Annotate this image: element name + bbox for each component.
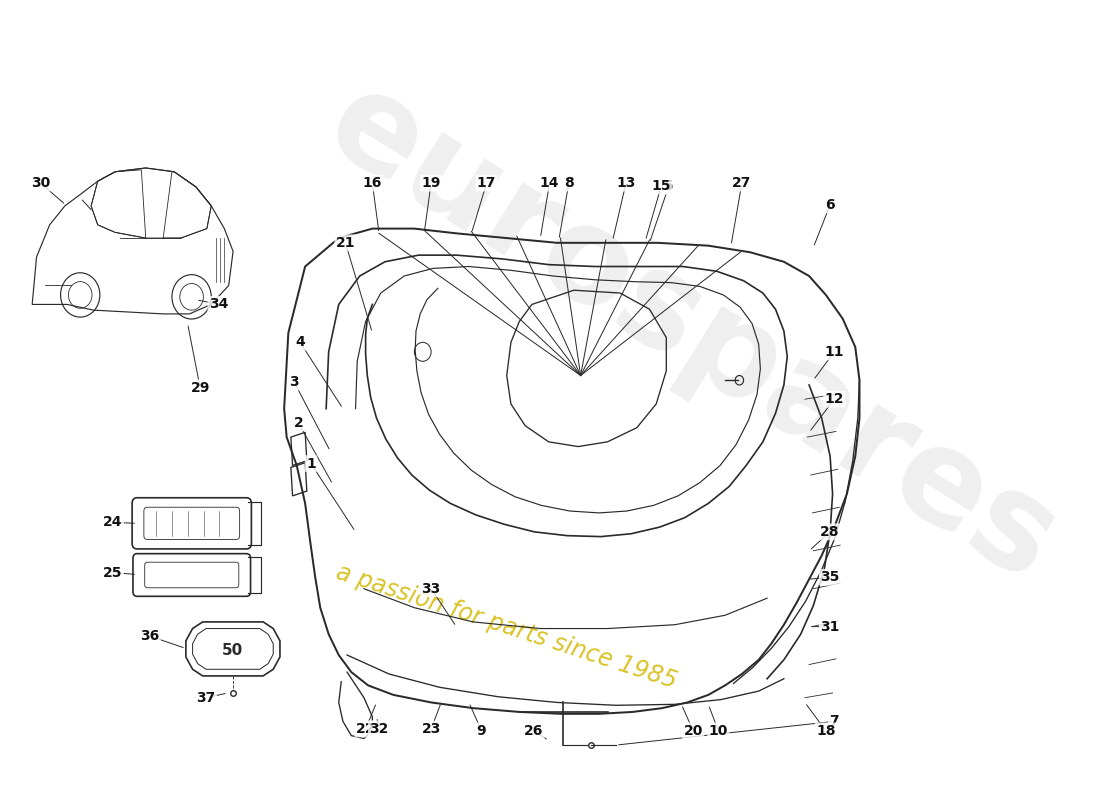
Text: 28: 28: [821, 525, 839, 539]
Text: 5: 5: [664, 179, 673, 193]
Text: 2: 2: [294, 416, 304, 430]
Text: 33: 33: [421, 582, 441, 596]
Text: 8: 8: [564, 176, 574, 190]
Text: 13: 13: [616, 176, 636, 190]
Text: 31: 31: [821, 620, 839, 634]
Text: 35: 35: [821, 570, 839, 584]
Text: 34: 34: [209, 298, 229, 311]
Text: 37: 37: [197, 690, 216, 705]
Text: 12: 12: [825, 392, 844, 406]
Text: 24: 24: [103, 515, 122, 530]
Text: 32: 32: [370, 722, 388, 736]
Text: 17: 17: [477, 176, 496, 190]
Text: 20: 20: [683, 724, 703, 738]
Text: 26: 26: [524, 724, 543, 738]
Text: 29: 29: [190, 381, 210, 395]
Text: 27: 27: [733, 176, 751, 190]
Text: eurospares: eurospares: [304, 58, 1079, 608]
Text: 4: 4: [295, 335, 305, 350]
Text: 10: 10: [708, 724, 728, 738]
Text: 36: 36: [140, 629, 159, 643]
Text: 1: 1: [306, 457, 316, 470]
Text: 19: 19: [421, 176, 441, 190]
Text: 18: 18: [816, 724, 836, 738]
Text: 15: 15: [651, 179, 671, 193]
Text: 7: 7: [829, 714, 839, 729]
Text: 9: 9: [476, 724, 486, 738]
Text: 30: 30: [31, 176, 51, 190]
Text: 3: 3: [289, 375, 299, 389]
Text: 6: 6: [825, 198, 835, 212]
Text: 50: 50: [222, 643, 243, 658]
Text: 14: 14: [540, 176, 559, 190]
Text: 23: 23: [421, 722, 441, 736]
Text: 21: 21: [336, 236, 355, 250]
Text: 22: 22: [356, 722, 375, 736]
Text: 11: 11: [825, 345, 844, 359]
Text: a passion for parts since 1985: a passion for parts since 1985: [333, 560, 680, 693]
Text: 25: 25: [103, 566, 122, 580]
Text: 16: 16: [363, 176, 382, 190]
